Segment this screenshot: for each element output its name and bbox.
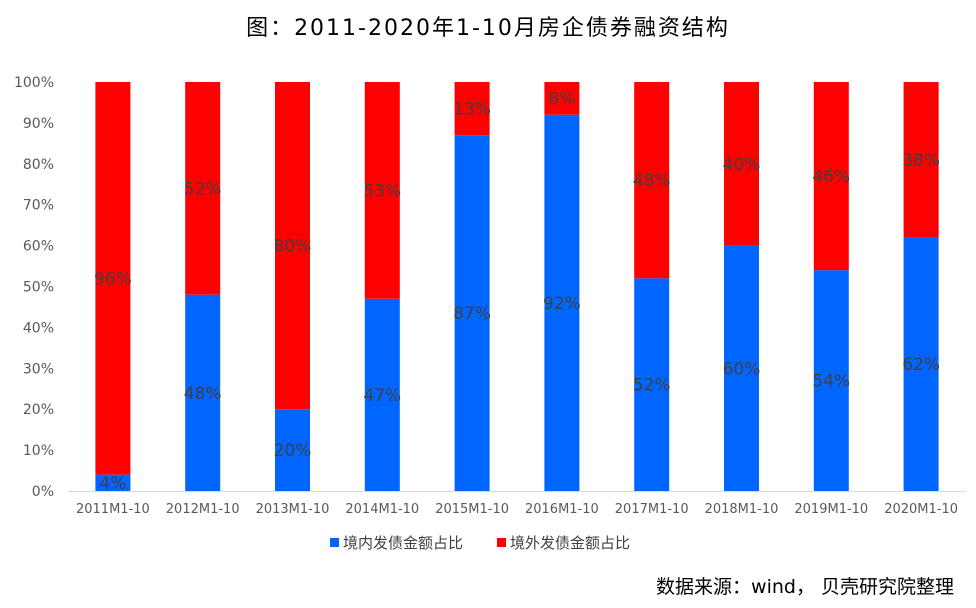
data-label: 92%: [543, 294, 581, 314]
y-tick-label: 0%: [32, 484, 54, 500]
bar-domestic: [544, 114, 580, 491]
chart-title: 图：2011-2020年1-10月房企债券融资结构: [246, 16, 730, 41]
y-tick-label: 10%: [23, 443, 54, 459]
bar-domestic: [634, 278, 670, 491]
x-tick-label: 2019M1-10: [794, 502, 868, 517]
x-tick-label: 2015M1-10: [435, 502, 509, 517]
bar-overseas: [364, 82, 400, 299]
y-tick-label: 40%: [23, 320, 54, 336]
x-axis: 2011M1-10 2012M1-10 2013M1-10 2014M1-10 2015…: [68, 491, 966, 517]
data-label: 47%: [363, 386, 401, 406]
bar-domestic: [95, 474, 131, 491]
bar-domestic: [813, 270, 849, 491]
data-label: 60%: [723, 359, 761, 379]
bar-domestic: [454, 135, 490, 492]
x-tick-label: 2016M1-10: [525, 502, 599, 517]
data-label: 54%: [812, 372, 850, 392]
bars: 4% 96% 48% 52% 20% 80% 47% 53% 87% 13% 92% 8% 52% 48%…: [94, 82, 940, 494]
legend-swatch: [497, 538, 506, 547]
bar-overseas: [903, 82, 939, 238]
y-tick-label: 30%: [23, 361, 54, 377]
x-tick-label: 2014M1-10: [345, 502, 419, 517]
data-label: 87%: [453, 304, 491, 324]
bar-overseas: [275, 82, 310, 410]
data-label: 52%: [633, 376, 671, 396]
x-tick-label: 2011M1-10: [76, 502, 150, 517]
y-tick-label: 100%: [14, 75, 54, 91]
legend-label: 境内发债金额占比: [343, 534, 463, 552]
legend-label: 境外发债金额占比: [510, 534, 630, 552]
bar-domestic: [275, 409, 310, 491]
bar-domestic: [185, 294, 221, 491]
x-tick-label: 2018M1-10: [705, 502, 779, 517]
bar-overseas: [185, 82, 221, 295]
legend: 境内发债金额占比 境外发债金额占比: [330, 534, 630, 552]
bar-domestic: [364, 298, 400, 491]
y-tick-label: 20%: [23, 402, 54, 418]
y-tick-label: 60%: [23, 239, 54, 255]
bar-domestic: [724, 245, 759, 491]
legend-swatch: [330, 538, 339, 547]
bar-overseas: [454, 82, 490, 136]
data-label: 62%: [902, 355, 940, 375]
source-note: 数据来源：wind， 贝壳研究院整理: [656, 576, 954, 598]
data-label: 52%: [184, 179, 222, 199]
x-tick-label: 2017M1-10: [615, 502, 689, 517]
x-tick-label: 2020M1-10: [884, 502, 958, 517]
data-label: 13%: [453, 100, 491, 120]
bar-overseas: [813, 82, 849, 271]
y-tick-label: 50%: [23, 280, 54, 296]
data-label: 96%: [94, 269, 132, 289]
data-label: 40%: [723, 155, 761, 175]
data-label: 48%: [633, 171, 671, 191]
data-label: 4%: [99, 474, 126, 494]
data-label: 48%: [184, 384, 222, 404]
bar-overseas: [634, 82, 670, 279]
data-label: 38%: [902, 151, 940, 171]
y-tick-label: 90%: [23, 116, 54, 132]
x-tick-label: 2013M1-10: [256, 502, 330, 517]
y-tick-label: 70%: [23, 198, 54, 214]
data-label: 53%: [363, 181, 401, 201]
bar-domestic: [903, 237, 939, 491]
data-label: 80%: [274, 237, 312, 257]
x-tick-label: 2012M1-10: [166, 502, 240, 517]
bar-overseas: [95, 82, 131, 475]
data-label: 20%: [274, 441, 312, 461]
bar-overseas: [724, 82, 759, 246]
y-tick-label: 80%: [23, 157, 54, 173]
bar-overseas: [544, 82, 580, 115]
y-axis: 0% 10% 20% 30% 40% 50% 60% 70% 80% 90% 100%: [14, 75, 54, 500]
data-label: 46%: [812, 167, 850, 187]
data-label: 8%: [548, 89, 575, 109]
